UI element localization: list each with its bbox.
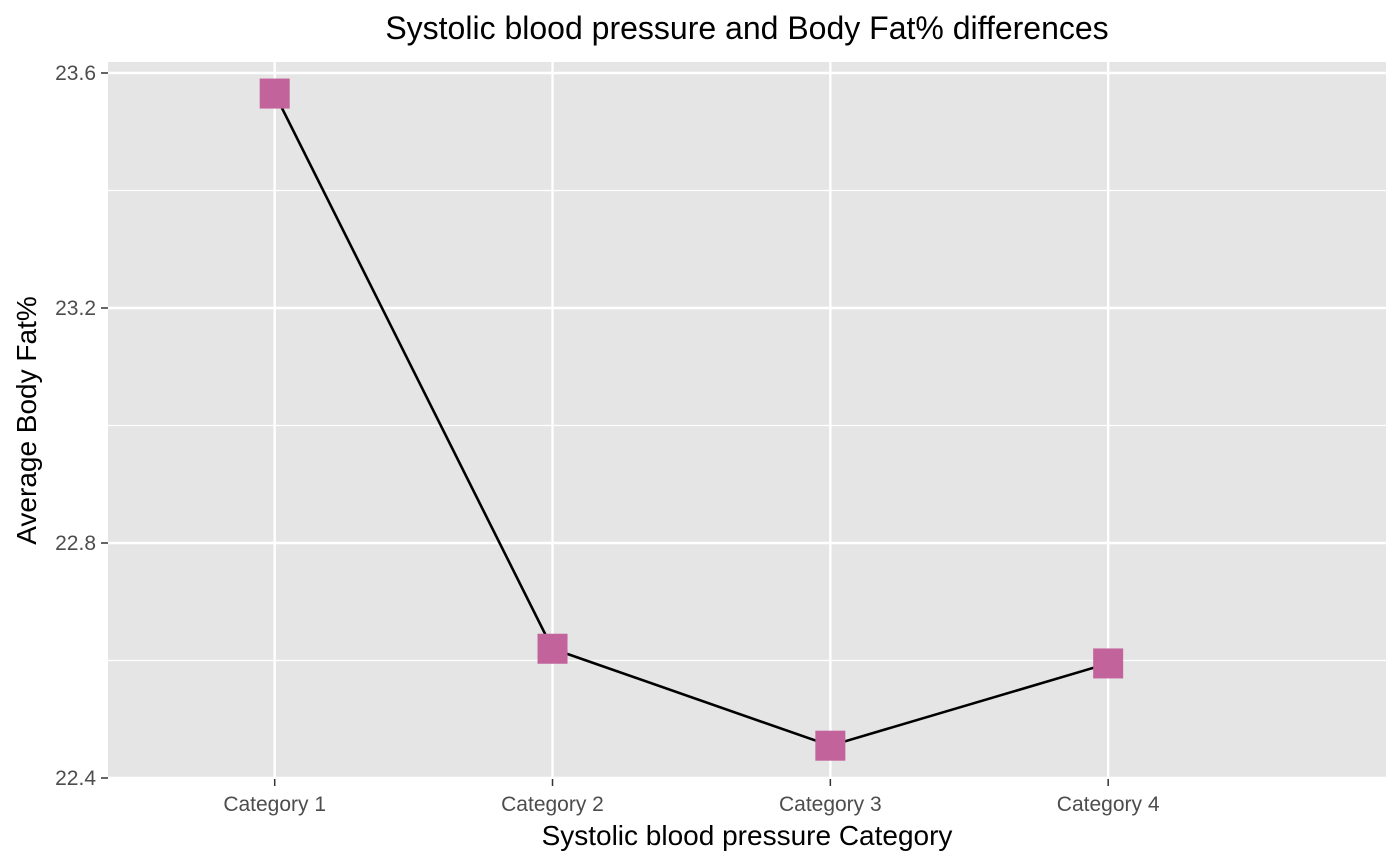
x-tick-label: Category 1 <box>223 793 326 816</box>
x-tick-label: Category 2 <box>501 793 604 816</box>
y-tick-label: 23.2 <box>55 297 96 320</box>
y-tick-label: 22.8 <box>55 532 96 555</box>
data-point-marker <box>259 78 290 109</box>
chart-title: Systolic blood pressure and Body Fat% di… <box>385 10 1108 46</box>
data-point-marker <box>815 730 846 761</box>
y-tick-label: 23.6 <box>55 62 96 85</box>
x-axis-title: Systolic blood pressure Category <box>542 820 953 851</box>
series-line <box>273 92 1109 747</box>
data-point-marker <box>1093 648 1124 679</box>
plot-panel <box>108 62 1386 779</box>
series-layer <box>259 78 1124 761</box>
grid-lines <box>108 62 1386 780</box>
x-tick-label: Category 4 <box>1057 793 1160 816</box>
x-tick-label: Category 3 <box>779 793 882 816</box>
axes: 22.4 22.8 23.2 23.6 Category 1 Category 2 Cate… <box>55 62 1160 816</box>
y-axis-title: Average Body Fat% <box>11 296 42 545</box>
y-tick-label: 22.4 <box>55 767 96 790</box>
data-point-marker <box>537 633 568 664</box>
